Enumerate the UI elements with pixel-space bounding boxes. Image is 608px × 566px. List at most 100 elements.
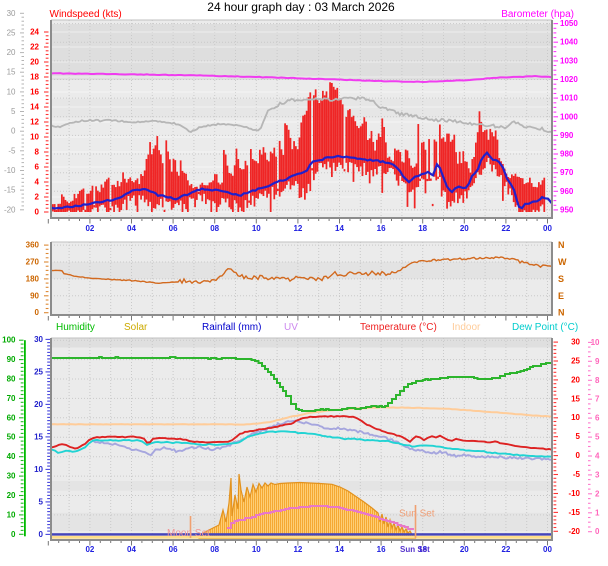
svg-text:-15: -15 xyxy=(4,186,16,195)
svg-text:980: 980 xyxy=(560,150,574,159)
svg-text:950: 950 xyxy=(560,205,574,214)
svg-text:5: 5 xyxy=(595,433,600,442)
svg-text:15: 15 xyxy=(34,432,43,441)
svg-text:14: 14 xyxy=(335,545,344,554)
svg-text:1: 1 xyxy=(595,508,600,517)
svg-text:60: 60 xyxy=(7,413,16,422)
svg-text:1030: 1030 xyxy=(560,56,578,65)
svg-text:20: 20 xyxy=(30,58,39,67)
svg-text:-15: -15 xyxy=(568,508,580,517)
svg-text:2: 2 xyxy=(35,193,40,202)
svg-text:24 hour graph day : 03 March 2: 24 hour graph day : 03 March 2026 xyxy=(207,0,395,14)
svg-text:S: S xyxy=(558,274,564,284)
svg-text:Barometer (hpa): Barometer (hpa) xyxy=(501,9,574,20)
svg-text:25: 25 xyxy=(34,367,43,376)
svg-text:15: 15 xyxy=(571,394,580,403)
svg-text:270: 270 xyxy=(26,258,40,267)
svg-text:Moon Set: Moon Set xyxy=(167,528,210,539)
svg-text:360: 360 xyxy=(26,241,40,250)
svg-text:15: 15 xyxy=(7,68,16,77)
svg-text:1040: 1040 xyxy=(560,38,578,47)
svg-text:1020: 1020 xyxy=(560,75,578,84)
svg-text:8: 8 xyxy=(35,148,40,157)
svg-text:10: 10 xyxy=(591,338,600,347)
svg-text:Windspeed (kts): Windspeed (kts) xyxy=(50,9,122,20)
svg-text:30: 30 xyxy=(34,335,43,344)
svg-text:90: 90 xyxy=(30,291,39,300)
svg-text:Sun Set: Sun Set xyxy=(399,509,435,520)
svg-text:-10: -10 xyxy=(568,489,580,498)
svg-text:12: 12 xyxy=(30,118,39,127)
svg-text:25: 25 xyxy=(571,357,580,366)
svg-text:10: 10 xyxy=(252,224,261,233)
svg-text:25: 25 xyxy=(7,28,16,37)
svg-text:16: 16 xyxy=(30,88,39,97)
svg-text:50: 50 xyxy=(7,433,16,442)
svg-text:20: 20 xyxy=(460,545,469,554)
svg-text:Indoor: Indoor xyxy=(452,322,481,333)
svg-text:14: 14 xyxy=(335,224,344,233)
svg-text:18: 18 xyxy=(30,73,39,82)
svg-text:22: 22 xyxy=(501,545,510,554)
svg-text:22: 22 xyxy=(501,224,510,233)
svg-text:0: 0 xyxy=(39,530,44,539)
svg-text:02: 02 xyxy=(85,545,94,554)
svg-text:-5: -5 xyxy=(8,146,16,155)
svg-text:970: 970 xyxy=(560,168,574,177)
svg-text:0: 0 xyxy=(576,451,581,460)
svg-text:0: 0 xyxy=(11,127,16,136)
svg-text:24: 24 xyxy=(30,28,39,37)
svg-text:10: 10 xyxy=(571,413,580,422)
svg-text:100: 100 xyxy=(2,336,16,345)
svg-text:N: N xyxy=(558,308,565,318)
svg-text:-10: -10 xyxy=(4,166,16,175)
svg-text:1000: 1000 xyxy=(560,112,578,121)
svg-text:7: 7 xyxy=(595,395,600,404)
svg-text:0: 0 xyxy=(11,530,16,539)
svg-text:90: 90 xyxy=(7,355,16,364)
svg-text:10: 10 xyxy=(7,87,16,96)
svg-text:5: 5 xyxy=(576,432,581,441)
svg-text:Temperature (°C): Temperature (°C) xyxy=(360,322,437,333)
svg-text:06: 06 xyxy=(169,224,178,233)
svg-text:14: 14 xyxy=(30,103,39,112)
svg-text:0: 0 xyxy=(35,208,40,217)
svg-text:22: 22 xyxy=(30,43,39,52)
svg-text:6: 6 xyxy=(35,163,40,172)
svg-text:990: 990 xyxy=(560,131,574,140)
svg-text:3: 3 xyxy=(595,470,600,479)
svg-text:E: E xyxy=(558,291,564,301)
svg-text:16: 16 xyxy=(377,545,386,554)
svg-text:4: 4 xyxy=(35,178,40,187)
svg-text:06: 06 xyxy=(169,545,178,554)
svg-text:20: 20 xyxy=(7,491,16,500)
svg-text:20: 20 xyxy=(571,375,580,384)
svg-text:6: 6 xyxy=(595,414,600,423)
svg-text:Humidity: Humidity xyxy=(56,322,95,333)
svg-text:2: 2 xyxy=(595,489,600,498)
svg-text:1050: 1050 xyxy=(560,19,578,28)
svg-text:10: 10 xyxy=(34,465,43,474)
svg-text:00: 00 xyxy=(543,224,552,233)
svg-text:80: 80 xyxy=(7,375,16,384)
svg-text:08: 08 xyxy=(210,545,219,554)
svg-text:-20: -20 xyxy=(568,527,580,536)
svg-text:20: 20 xyxy=(460,224,469,233)
svg-text:Solar: Solar xyxy=(124,322,148,333)
svg-text:1010: 1010 xyxy=(560,94,578,103)
svg-text:10: 10 xyxy=(30,133,39,142)
svg-text:N: N xyxy=(558,240,565,250)
svg-text:960: 960 xyxy=(560,187,574,196)
svg-text:5: 5 xyxy=(39,497,44,506)
svg-text:70: 70 xyxy=(7,394,16,403)
svg-text:04: 04 xyxy=(127,545,136,554)
svg-text:02: 02 xyxy=(85,224,94,233)
svg-text:9: 9 xyxy=(595,357,600,366)
svg-text:20: 20 xyxy=(7,48,16,57)
svg-text:4: 4 xyxy=(595,452,600,461)
svg-text:12: 12 xyxy=(293,545,302,554)
svg-text:180: 180 xyxy=(26,274,40,283)
svg-text:00: 00 xyxy=(543,545,552,554)
svg-text:20: 20 xyxy=(34,400,43,409)
svg-text:0: 0 xyxy=(595,527,600,536)
